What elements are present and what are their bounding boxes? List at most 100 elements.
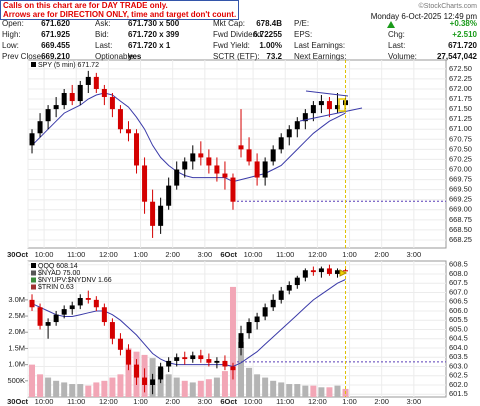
y-tick-label: 3.0M (8, 295, 25, 304)
x-tick-label: 10:00 (244, 250, 263, 259)
y-tick-label: 671.50 (449, 104, 472, 113)
x-tick-label: 10:00 (35, 250, 54, 259)
y-tick-label: 601.5 (449, 389, 468, 398)
y-tick-label: 668.50 (449, 225, 472, 234)
candle-body (109, 322, 115, 339)
candle-body (246, 322, 252, 334)
y-tick-label: 605.0 (449, 324, 468, 333)
candle-body (222, 173, 228, 178)
candle-body (77, 84, 83, 102)
x-tick-label: 11:00 (276, 397, 294, 406)
x-tick-label: 2:00 (165, 397, 180, 406)
candle-body (85, 76, 91, 85)
volume-bar (101, 380, 108, 397)
quote-label: Bid: (95, 30, 109, 39)
y-tick-label: 670.50 (449, 144, 472, 153)
candle-body (198, 153, 204, 158)
candle-body (53, 314, 59, 323)
candle-body (150, 201, 156, 226)
x-tick-label: 3:00 (198, 250, 213, 259)
candle-body (238, 333, 244, 348)
legend-swatch (31, 62, 36, 67)
x-tick-label: 11:00 (67, 250, 85, 259)
quote-label: High: (2, 30, 21, 39)
notice-line: Arrows are for DIRECTION ONLY, time and … (3, 10, 236, 19)
y-tick-label: 608.5 (449, 260, 468, 269)
candle-body (302, 113, 308, 122)
volume-bar (318, 387, 325, 397)
candle-body (174, 169, 180, 186)
candle-body (142, 377, 148, 385)
volume-bar (173, 377, 180, 397)
volume-bar (125, 348, 132, 397)
quote-value: +0.38% (450, 19, 477, 28)
legend-label: SPY (5 min) 671.72 (38, 62, 99, 69)
candle-body (166, 185, 172, 206)
candle-body (125, 129, 131, 134)
y-tick-label: 606.0 (449, 306, 468, 315)
y-tick-label: 672.00 (449, 84, 472, 93)
datetime: Monday 6-Oct-2025 12:49 pm (371, 12, 478, 21)
candle-body (286, 285, 292, 291)
quote-value: 6.72255 (253, 30, 282, 39)
candle-body (198, 355, 204, 360)
volume-bar (246, 367, 253, 397)
candle-body (238, 145, 244, 150)
candle-body (294, 277, 300, 286)
x-tick-label: 12:00 (99, 250, 118, 259)
candle-body (182, 357, 188, 360)
x-tick-label: 3:00 (198, 397, 213, 406)
quote-label: P/E: (294, 19, 309, 28)
quote-value: 671.720 x 1 (128, 41, 171, 50)
quote-label: SCTR (ETF): (213, 52, 260, 61)
quote-value: 671.620 (41, 19, 70, 28)
x-tick-label: 30Oct (7, 250, 28, 259)
candle-body (310, 105, 316, 114)
chart-panel: 30Oct 10:00 11:00 12:00 1:00 2:00 3:00 6Oct 10:0… (7, 60, 472, 259)
volume-bar (77, 384, 84, 397)
quote-value: 671.730 x 500 (128, 19, 180, 28)
y-tick-label: 670.25 (449, 154, 472, 163)
quote-value: yes (128, 52, 142, 61)
candle-body (230, 177, 236, 202)
quote-label: EPS: (294, 30, 312, 39)
y-tick-label: 604.5 (449, 334, 468, 343)
legend-label: $NYUPV:$NYDNV 1.66 (38, 277, 112, 284)
volume-bar (53, 380, 60, 397)
candle-body (101, 307, 107, 323)
copyright: ©StockCharts.com (419, 2, 478, 10)
notice-box: Calls on this chart are for DAY TRADE on… (0, 0, 239, 20)
quote-label: Last: (388, 41, 405, 50)
notice-frame (0, 0, 239, 20)
volume-bar (302, 385, 309, 397)
volume-bar (181, 380, 188, 397)
candle-body (214, 165, 220, 174)
candle-body (109, 97, 115, 110)
x-tick-label: 6Oct (220, 250, 237, 259)
candle-body (61, 309, 67, 315)
quote-value: 669.210 (41, 52, 70, 61)
volume-bar (213, 377, 220, 397)
candle-body (125, 349, 131, 365)
candle-body (334, 105, 340, 110)
candle-body (222, 360, 228, 367)
volume-bar (37, 374, 44, 397)
volume-bar (197, 380, 204, 397)
quote-value: 678.4B (256, 19, 282, 28)
candle-body (278, 137, 284, 150)
y-tick-label: 604.0 (449, 343, 468, 352)
volume-bar (205, 379, 212, 397)
y-tick-label: 608.0 (449, 269, 468, 278)
trendline (299, 107, 363, 122)
x-tick-label: 10:00 (35, 397, 54, 406)
candle-body (343, 270, 349, 272)
quote-label: Last Earnings: (294, 41, 345, 50)
volume-bar (278, 382, 285, 397)
candle-body (206, 157, 212, 166)
candle-body (93, 76, 99, 89)
y-tick-label: 500K (7, 376, 25, 385)
x-tick-label: 12:00 (308, 250, 327, 259)
y-tick-label: 669.25 (449, 195, 472, 204)
legend-swatch (31, 270, 36, 276)
x-tick-label: 1:00 (342, 250, 357, 259)
